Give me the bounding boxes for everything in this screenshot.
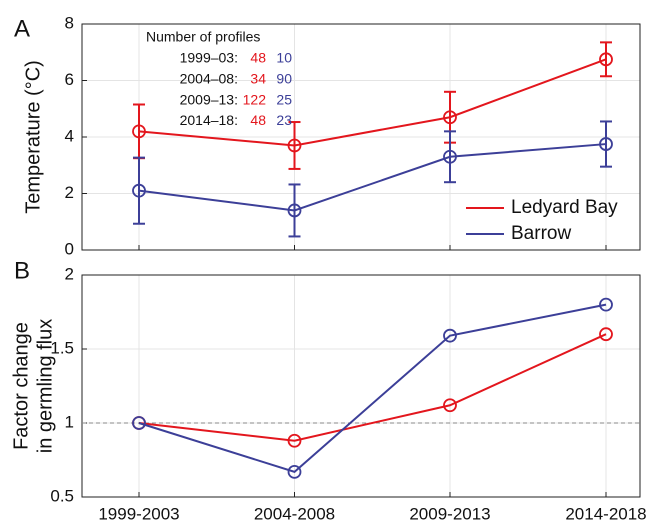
y-tick-label: 2 (65, 264, 74, 283)
marker (443, 398, 457, 413)
error-bar (288, 121, 301, 170)
table-period: 2014–18: (180, 112, 238, 128)
x-tick-label: 2014-2018 (565, 504, 646, 523)
x-tick-label: 1999-2003 (98, 504, 179, 523)
marker (287, 464, 302, 479)
x-tick-label: 2009-2013 (409, 504, 490, 523)
table-period: 2009–13: (180, 91, 238, 107)
marker (132, 124, 146, 139)
y-tick-label: 8 (65, 13, 74, 32)
plot-frame (81, 23, 641, 251)
legend-label: Ledyard Bay (511, 197, 618, 218)
marker (599, 297, 613, 312)
panel-label: B (14, 257, 30, 284)
series-line (138, 303, 607, 473)
y-tick-label: 2 (65, 183, 74, 202)
table-period: 2004–08: (180, 71, 238, 87)
table-count: 122 (243, 91, 267, 107)
series-line (138, 58, 607, 147)
marker (287, 203, 302, 218)
y-axis-label: in germling flux (34, 319, 56, 454)
table-count: 48 (250, 50, 266, 66)
y-axis-label: Factor change (10, 322, 32, 450)
y-tick-label: 0.5 (50, 486, 74, 505)
marker (287, 433, 302, 448)
y-tick-label: 4 (65, 126, 74, 145)
plot-frame (81, 274, 641, 498)
table-count: 10 (276, 50, 292, 66)
marker (443, 110, 457, 125)
marker (599, 137, 613, 151)
error-bar (600, 120, 612, 168)
marker (287, 138, 302, 153)
legend-label: Barrow (511, 223, 571, 244)
table-title: Number of profiles (146, 29, 260, 45)
marker (132, 183, 146, 198)
marker (599, 52, 613, 67)
error-bar (444, 130, 456, 184)
y-tick-label: 6 (65, 70, 74, 89)
table-count: 48 (250, 112, 266, 128)
marker (443, 149, 457, 164)
y-tick-label: 0 (65, 239, 74, 258)
table-count: 90 (276, 71, 292, 87)
marker (599, 327, 613, 342)
table-count: 23 (276, 112, 292, 128)
table-count: 25 (276, 91, 292, 107)
error-bar (288, 183, 301, 238)
table-count: 34 (250, 71, 266, 87)
series-line (138, 143, 607, 212)
y-axis-label: Temperature (°C) (22, 60, 44, 214)
error-bar (133, 156, 145, 225)
y-tick-label: 1.5 (50, 338, 74, 357)
y-tick-label: 1 (65, 412, 74, 431)
series-line (138, 333, 607, 442)
marker (132, 416, 146, 430)
x-tick-label: 2004-2008 (254, 504, 335, 523)
error-bar (600, 41, 612, 78)
panel-label: A (14, 15, 30, 42)
table-period: 1999–03: (180, 50, 238, 66)
marker (443, 328, 457, 343)
